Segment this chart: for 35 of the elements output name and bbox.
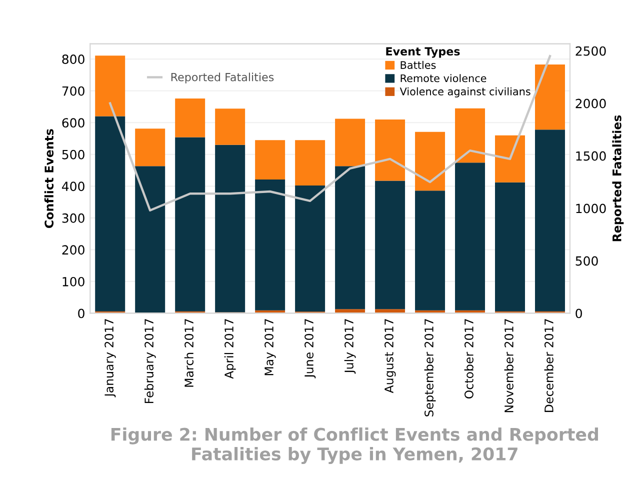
y-tick-label: 300 <box>62 213 84 223</box>
x-tick-label: February 2017 <box>144 319 156 404</box>
x-tick-label: June 2017 <box>304 319 316 378</box>
y2-tick-label: 0 <box>576 308 582 318</box>
y2-tick-label: 500 <box>576 256 598 266</box>
y-tick-label: 700 <box>62 86 84 96</box>
x-tick-label: March 2017 <box>184 319 194 387</box>
y-tick-label: 100 <box>62 276 84 286</box>
y-tick-label: 0 <box>78 308 84 318</box>
y2-tick-label: 2000 <box>576 98 606 108</box>
x-tick-label: July 2017 <box>344 319 356 374</box>
y-tick-label: 600 <box>62 118 84 128</box>
y-axis-title: Conflict Events <box>44 129 54 228</box>
y-tick-label: 500 <box>62 150 84 160</box>
y2-tick-label: 1500 <box>576 151 606 161</box>
legend-label: Reported Fatalities <box>171 72 274 84</box>
y-tick-label: 400 <box>62 182 84 192</box>
x-tick-label: October 2017 <box>464 319 474 398</box>
x-tick-label: April 2017 <box>224 319 236 379</box>
x-tick-label: November 2017 <box>504 319 514 412</box>
legend-label: Violence against civilians <box>400 87 530 98</box>
legend-label: Remote violence <box>400 74 486 82</box>
x-tick-label: December 2017 <box>544 319 554 412</box>
y-tick-label: 200 <box>62 245 84 255</box>
x-tick-label: August 2017 <box>384 319 396 394</box>
y2-tick-label: 2500 <box>576 46 606 56</box>
x-tick-label: January 2017 <box>104 319 116 398</box>
legend-label: Battles <box>400 60 436 69</box>
legend-title: Event Types <box>386 47 460 58</box>
y-tick-label: 800 <box>62 54 84 64</box>
x-tick-label: September 2017 <box>424 319 436 416</box>
y2-tick-label: 1000 <box>576 204 606 214</box>
text: Figure 2: Number of Conflict Events and Reported Fatalities by Type in Yemen, 2017 <box>111 427 598 464</box>
x-tick-label: May 2017 <box>264 319 276 376</box>
y2-axis-title: Reported Fatalities <box>612 115 624 242</box>
